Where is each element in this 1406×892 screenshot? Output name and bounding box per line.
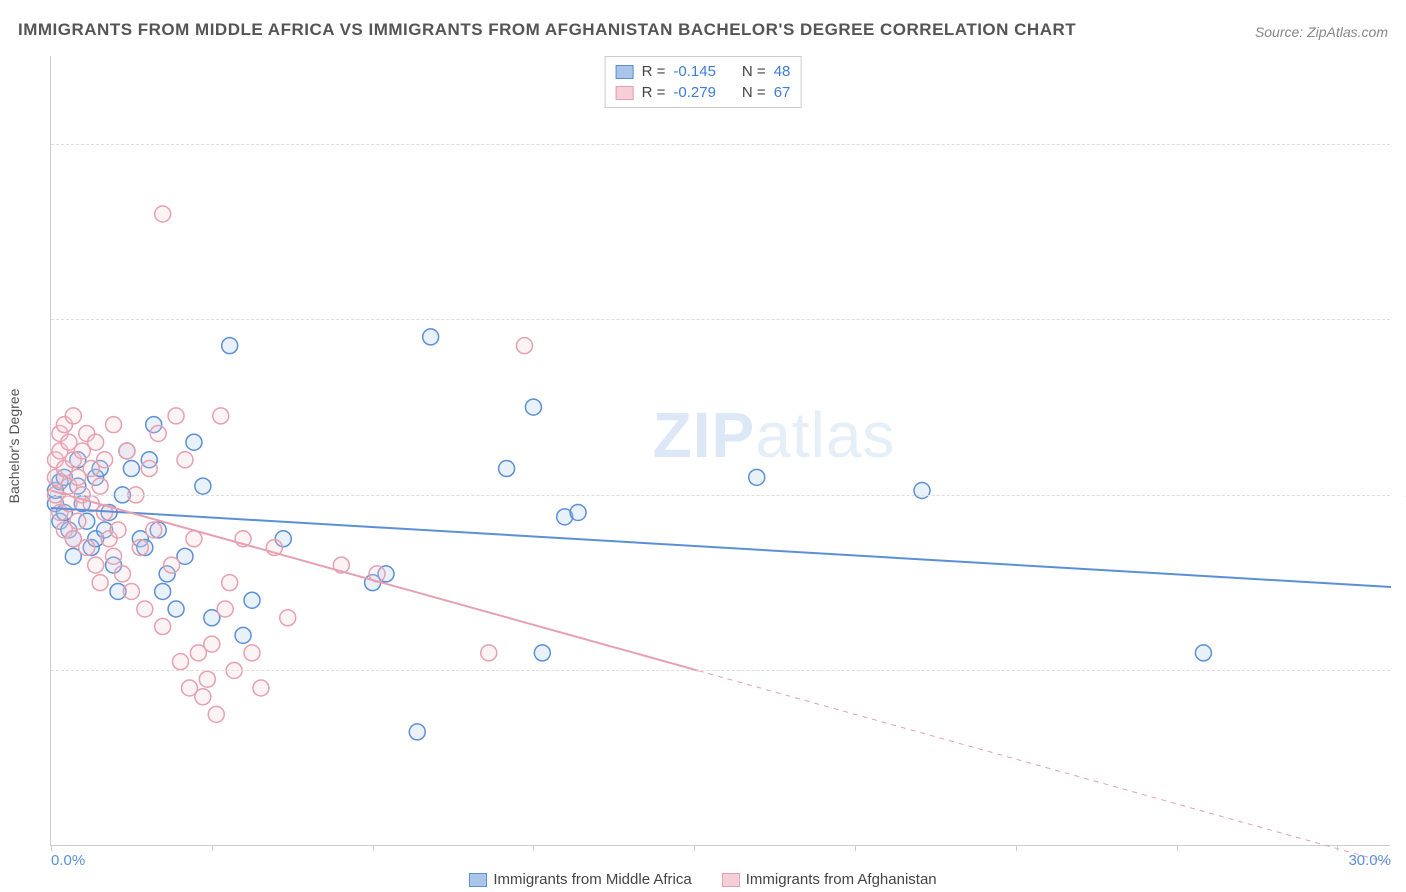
data-point [146, 522, 162, 538]
x-tick [373, 845, 374, 851]
data-point [914, 483, 930, 499]
x-tick [694, 845, 695, 851]
data-point [195, 478, 211, 494]
legend-swatch [616, 65, 634, 79]
x-tick [1337, 845, 1338, 851]
n-value: 48 [774, 63, 791, 80]
data-point [235, 627, 251, 643]
data-point [92, 478, 108, 494]
x-tick [533, 845, 534, 851]
data-point [1195, 645, 1211, 661]
grid-line [51, 319, 1390, 320]
data-point [195, 689, 211, 705]
x-tick-label: 30.0% [1348, 852, 1391, 869]
data-point [534, 645, 550, 661]
data-point [481, 645, 497, 661]
data-point [110, 522, 126, 538]
data-point [186, 434, 202, 450]
data-point [525, 399, 541, 415]
r-label: R = [642, 84, 666, 101]
data-point [749, 469, 765, 485]
data-point [217, 601, 233, 617]
legend-item: Immigrants from Middle Africa [469, 871, 691, 888]
grid-line [51, 144, 1390, 145]
data-point [155, 583, 171, 599]
legend-row: R = -0.279 N = 67 [616, 82, 791, 103]
n-label: N = [742, 84, 766, 101]
trend-line-extrapolated [699, 671, 1391, 864]
x-tick [1177, 845, 1178, 851]
plot-area: ZIPatlas 20.0%40.0%60.0%80.0%0.0%30.0% [50, 56, 1390, 846]
data-point [106, 417, 122, 433]
data-point [177, 452, 193, 468]
legend-swatch [722, 873, 740, 887]
data-point [114, 566, 130, 582]
data-point [70, 513, 86, 529]
grid-line [51, 495, 1390, 496]
data-point [173, 654, 189, 670]
data-point [88, 557, 104, 573]
data-point [137, 601, 153, 617]
data-point [244, 592, 260, 608]
n-value: 67 [774, 84, 791, 101]
data-point [155, 206, 171, 222]
data-point [186, 531, 202, 547]
data-point [132, 540, 148, 556]
x-tick-label: 0.0% [51, 852, 85, 869]
grid-line [51, 670, 1390, 671]
data-point [97, 452, 113, 468]
y-axis-label: Bachelor's Degree [6, 389, 22, 504]
data-point [409, 724, 425, 740]
data-point [499, 461, 515, 477]
data-point [141, 461, 157, 477]
chart-title: IMMIGRANTS FROM MIDDLE AFRICA VS IMMIGRA… [18, 20, 1076, 40]
r-label: R = [642, 63, 666, 80]
legend-swatch [469, 873, 487, 887]
r-value: -0.279 [673, 84, 716, 101]
source-label: Source: ZipAtlas.com [1255, 24, 1388, 40]
data-point [199, 671, 215, 687]
data-point [106, 548, 122, 564]
data-point [213, 408, 229, 424]
data-point [168, 408, 184, 424]
x-tick [855, 845, 856, 851]
data-point [65, 408, 81, 424]
data-point [253, 680, 269, 696]
legend-row: R = -0.145 N = 48 [616, 61, 791, 82]
data-point [244, 645, 260, 661]
legend-label: Immigrants from Afghanistan [746, 871, 937, 888]
chart-svg [51, 56, 1390, 845]
r-value: -0.145 [673, 63, 716, 80]
x-tick [212, 845, 213, 851]
data-point [92, 575, 108, 591]
n-label: N = [742, 63, 766, 80]
data-point [204, 636, 220, 652]
data-point [119, 443, 135, 459]
trend-line [51, 508, 1391, 587]
data-point [164, 557, 180, 573]
data-point [79, 540, 95, 556]
data-point [423, 329, 439, 345]
data-point [123, 461, 139, 477]
data-point [222, 338, 238, 354]
data-point [88, 434, 104, 450]
data-point [570, 504, 586, 520]
legend-item: Immigrants from Afghanistan [722, 871, 937, 888]
x-tick [51, 845, 52, 851]
data-point [280, 610, 296, 626]
legend-label: Immigrants from Middle Africa [493, 871, 691, 888]
legend-series: Immigrants from Middle Africa Immigrants … [0, 871, 1406, 888]
legend-swatch [616, 86, 634, 100]
data-point [150, 425, 166, 441]
legend-correlation: R = -0.145 N = 48 R = -0.279 N = 67 [605, 56, 802, 108]
data-point [222, 575, 238, 591]
data-point [155, 619, 171, 635]
x-tick [1016, 845, 1017, 851]
data-point [208, 706, 224, 722]
data-point [123, 583, 139, 599]
data-point [516, 338, 532, 354]
data-point [168, 601, 184, 617]
trend-line [51, 491, 699, 671]
